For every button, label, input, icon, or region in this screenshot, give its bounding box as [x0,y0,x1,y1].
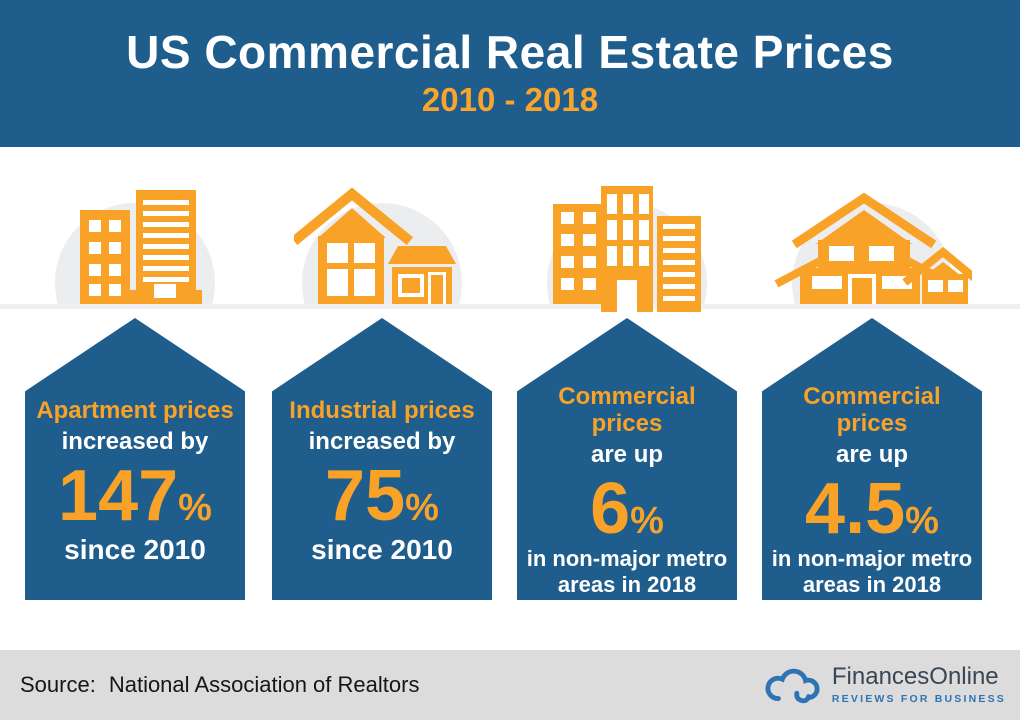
brand-logo: FinancesOnline REVIEWS FOR BUSINESS [764,662,1006,708]
house-and-shop-icon [294,187,456,304]
icon-cell-commercial-nonmajor [762,147,982,304]
stat-caption: since 2010 [64,534,206,566]
stat-lead: increased by [308,427,456,455]
stat-value-line: 4.5% [762,473,982,545]
stat-lead: are up [835,440,909,468]
icon-cell-commercial-metro [517,147,737,312]
brand-name: FinancesOnline [831,663,999,690]
stat-value-line: 75% [272,460,492,532]
brand-tagline: REVIEWS FOR BUSINESS [831,693,1006,705]
stat-card-commercial-4-5: Commercial prices are up 4.5% in non-maj… [762,318,982,600]
stat-value: 75 [325,456,406,537]
source-line: Source: National Association of Realtors [20,672,419,698]
stat-lead: increased by [61,427,209,455]
stat-unit: % [905,500,939,543]
stat-caption: in non-major metro areas in 2018 [771,546,973,598]
stat-value: 147 [58,456,179,537]
stat-heading: Commercial prices [803,383,941,437]
stat-value: 6 [590,469,631,550]
stat-unit: % [405,487,439,530]
stat-value-line: 147% [25,460,245,532]
source-label: Source: [20,672,96,697]
two-houses-icon [774,192,972,304]
cloud-logo-icon [765,668,820,704]
page-subtitle: 2010 - 2018 [421,80,599,118]
icons-row [0,147,1020,312]
stat-caption: since 2010 [311,534,453,566]
stat-value: 4.5 [805,469,906,550]
icon-cell-industrial [272,147,492,304]
header-banner: US Commercial Real Estate Prices 2010 - … [0,0,1020,147]
stat-card-commercial-6: Commercial prices are up 6% in non-major… [517,318,737,600]
stat-heading: Apartment prices [36,397,234,424]
stat-unit: % [630,500,664,543]
stat-unit: % [178,487,212,530]
footer-bar: Source: National Association of Realtors … [0,650,1020,720]
stat-card-industrial: Industrial prices increased by 75% since… [272,318,492,600]
city-buildings-icon [553,186,701,312]
stat-value-line: 6% [517,473,737,545]
stat-lead: are up [590,440,664,468]
icon-cell-apartment [25,147,245,304]
page-title: US Commercial Real Estate Prices [126,26,894,78]
apartment-office-buildings-icon [80,190,202,304]
stat-heading: Commercial prices [558,383,696,437]
source-text: National Association of Realtors [108,672,420,697]
stat-heading: Industrial prices [289,397,475,424]
stat-caption: in non-major metro areas in 2018 [526,546,728,598]
stat-card-apartment: Apartment prices increased by 147% since… [25,318,245,600]
